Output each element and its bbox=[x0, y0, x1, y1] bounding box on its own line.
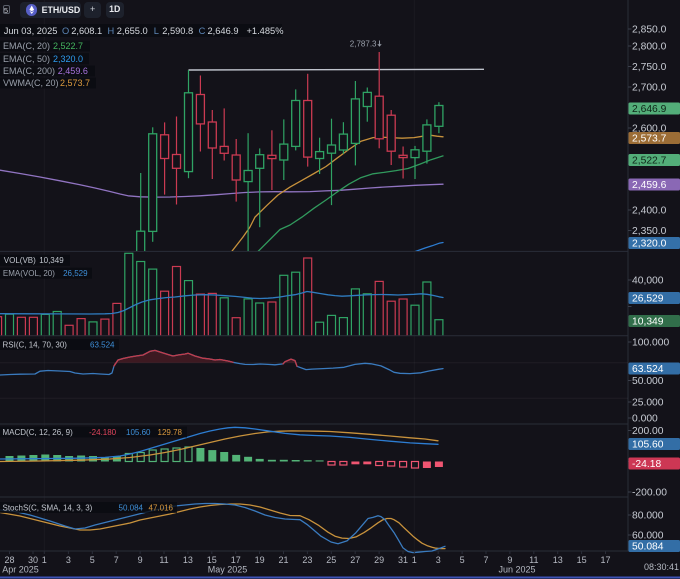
svg-text:23: 23 bbox=[302, 555, 312, 565]
svg-text:2,600.0: 2,600.0 bbox=[632, 124, 667, 135]
svg-text:7: 7 bbox=[483, 555, 488, 565]
svg-text:EMA(C, 20): EMA(C, 20) bbox=[3, 41, 50, 51]
svg-text:2,459.6: 2,459.6 bbox=[632, 180, 667, 191]
svg-text:11: 11 bbox=[159, 555, 168, 565]
svg-text:50.084: 50.084 bbox=[119, 503, 144, 512]
svg-text:EMA(C, 50): EMA(C, 50) bbox=[3, 54, 50, 64]
svg-text:40,000: 40,000 bbox=[632, 276, 664, 287]
svg-text:2,573.7: 2,573.7 bbox=[632, 134, 667, 145]
svg-text:105.60: 105.60 bbox=[126, 428, 151, 437]
svg-text:2,573.7: 2,573.7 bbox=[60, 78, 90, 88]
svg-text:9: 9 bbox=[138, 555, 143, 565]
svg-text:26,529: 26,529 bbox=[632, 294, 664, 305]
svg-text:1: 1 bbox=[412, 555, 417, 565]
svg-text:2,590.8: 2,590.8 bbox=[162, 26, 193, 36]
svg-text:100.000: 100.000 bbox=[632, 338, 669, 349]
svg-text:9: 9 bbox=[507, 555, 512, 565]
svg-text:2,646.9: 2,646.9 bbox=[208, 26, 239, 36]
svg-text:25: 25 bbox=[326, 555, 336, 565]
svg-text:25.000: 25.000 bbox=[632, 398, 664, 409]
svg-text:2,800.0: 2,800.0 bbox=[632, 42, 667, 53]
svg-text:2,750.0: 2,750.0 bbox=[632, 62, 667, 73]
svg-text:10,349: 10,349 bbox=[632, 317, 664, 328]
svg-text:2,787.3: 2,787.3 bbox=[350, 40, 377, 49]
svg-text:2,522.7: 2,522.7 bbox=[53, 41, 83, 51]
svg-text:3: 3 bbox=[66, 555, 71, 565]
svg-text:2,522.7: 2,522.7 bbox=[632, 156, 667, 167]
svg-text:O: O bbox=[62, 26, 69, 36]
svg-text:3: 3 bbox=[436, 555, 441, 565]
svg-text:Jun 03, 2025: Jun 03, 2025 bbox=[4, 26, 58, 36]
svg-text:13: 13 bbox=[183, 555, 193, 565]
svg-text:200.00: 200.00 bbox=[632, 426, 664, 437]
svg-text:0.000: 0.000 bbox=[632, 414, 658, 425]
svg-text:11: 11 bbox=[529, 555, 538, 565]
svg-text:13: 13 bbox=[553, 555, 563, 565]
svg-text:17: 17 bbox=[600, 555, 610, 565]
svg-text:17: 17 bbox=[231, 555, 241, 565]
svg-text:129.78: 129.78 bbox=[158, 428, 183, 437]
svg-text:5: 5 bbox=[90, 555, 95, 565]
svg-text:21: 21 bbox=[278, 555, 288, 565]
svg-text:2,850.0: 2,850.0 bbox=[632, 25, 667, 36]
svg-text:2,646.9: 2,646.9 bbox=[632, 104, 667, 115]
svg-text:80.000: 80.000 bbox=[632, 511, 664, 522]
svg-text:-24.18: -24.18 bbox=[632, 459, 661, 470]
svg-text:Apr 2025: Apr 2025 bbox=[2, 565, 39, 575]
svg-text:2,350.0: 2,350.0 bbox=[632, 226, 667, 237]
svg-text:63.524: 63.524 bbox=[632, 364, 664, 375]
svg-text:-200.00: -200.00 bbox=[632, 488, 667, 499]
svg-text:7: 7 bbox=[114, 555, 119, 565]
svg-text:1: 1 bbox=[42, 555, 47, 565]
svg-text:C: C bbox=[199, 26, 206, 36]
svg-text:May 2025: May 2025 bbox=[208, 565, 248, 575]
svg-text:2,459.6: 2,459.6 bbox=[58, 66, 88, 76]
svg-text:47.016: 47.016 bbox=[149, 503, 174, 512]
svg-text:15: 15 bbox=[207, 555, 217, 565]
svg-text:105.60: 105.60 bbox=[632, 440, 664, 451]
svg-text:50.084: 50.084 bbox=[632, 542, 664, 553]
svg-text:63.524: 63.524 bbox=[90, 340, 115, 349]
svg-text:19: 19 bbox=[255, 555, 265, 565]
svg-text:29: 29 bbox=[374, 555, 384, 565]
svg-text:2,608.1: 2,608.1 bbox=[71, 26, 102, 36]
svg-text:26,529: 26,529 bbox=[63, 269, 88, 278]
svg-text:L: L bbox=[154, 26, 159, 36]
svg-text:VWMA(C, 20): VWMA(C, 20) bbox=[3, 78, 59, 88]
svg-text:31: 31 bbox=[398, 555, 408, 565]
svg-text:StochS(C, SMA, 14, 3, 3): StochS(C, SMA, 14, 3, 3) bbox=[3, 503, 93, 512]
svg-text:VOL(VB): VOL(VB) bbox=[4, 256, 36, 265]
svg-text:60.000: 60.000 bbox=[632, 531, 664, 542]
svg-text:30: 30 bbox=[28, 555, 38, 565]
svg-text:EMA(C, 200): EMA(C, 200) bbox=[3, 66, 55, 76]
svg-text:+1.485%: +1.485% bbox=[247, 26, 284, 36]
svg-text:2,400.0: 2,400.0 bbox=[632, 206, 667, 217]
svg-text:-24.180: -24.180 bbox=[89, 428, 117, 437]
svg-text:10,349: 10,349 bbox=[39, 256, 64, 265]
svg-text:2,655.0: 2,655.0 bbox=[117, 26, 148, 36]
svg-text:2,320.0: 2,320.0 bbox=[53, 54, 83, 64]
svg-text:15: 15 bbox=[577, 555, 587, 565]
svg-text:50.000: 50.000 bbox=[632, 376, 664, 387]
svg-text:2,320.0: 2,320.0 bbox=[632, 239, 667, 250]
svg-text:08:30:41: 08:30:41 bbox=[644, 562, 679, 572]
svg-text:28: 28 bbox=[4, 555, 14, 565]
svg-text:2,700.0: 2,700.0 bbox=[632, 83, 667, 94]
svg-text:EMA(VOL, 20): EMA(VOL, 20) bbox=[3, 269, 55, 278]
svg-text:MACD(C, 12, 26, 9): MACD(C, 12, 26, 9) bbox=[3, 428, 74, 437]
svg-text:Jun 2025: Jun 2025 bbox=[498, 565, 535, 575]
svg-text:H: H bbox=[108, 26, 115, 36]
svg-text:5: 5 bbox=[460, 555, 465, 565]
svg-text:27: 27 bbox=[350, 555, 360, 565]
svg-text:RSI(C, 14, 70, 30): RSI(C, 14, 70, 30) bbox=[3, 340, 68, 349]
